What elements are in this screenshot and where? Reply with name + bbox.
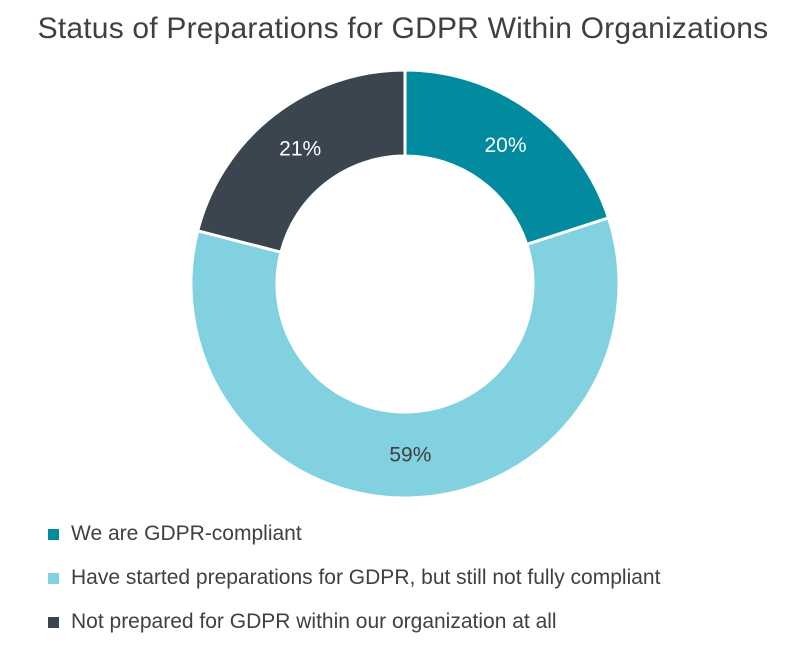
legend-swatch <box>48 616 59 628</box>
legend-item-not-prepared: Not prepared for GDPR within our organiz… <box>48 600 788 644</box>
slice-label-not-prepared: 21% <box>279 137 321 160</box>
legend-label: Not prepared for GDPR within our organiz… <box>71 610 557 633</box>
legend: We are GDPR-compliant Have started prepa… <box>48 512 788 644</box>
legend-item-started: Have started preparations for GDPR, but … <box>48 556 788 600</box>
chart-title: Status of Preparations for GDPR Within O… <box>37 12 769 45</box>
legend-swatch <box>48 572 59 584</box>
legend-label: We are GDPR-compliant <box>71 522 302 545</box>
legend-swatch <box>48 528 59 540</box>
slice-started <box>189 215 621 500</box>
slice-compliant <box>403 68 611 247</box>
slice-label-started: 59% <box>389 443 431 466</box>
legend-item-compliant: We are GDPR-compliant <box>48 512 788 556</box>
slice-label-compliant: 20% <box>484 134 526 157</box>
legend-label: Have started preparations for GDPR, but … <box>71 566 661 589</box>
slice-not-prepared <box>195 68 407 254</box>
